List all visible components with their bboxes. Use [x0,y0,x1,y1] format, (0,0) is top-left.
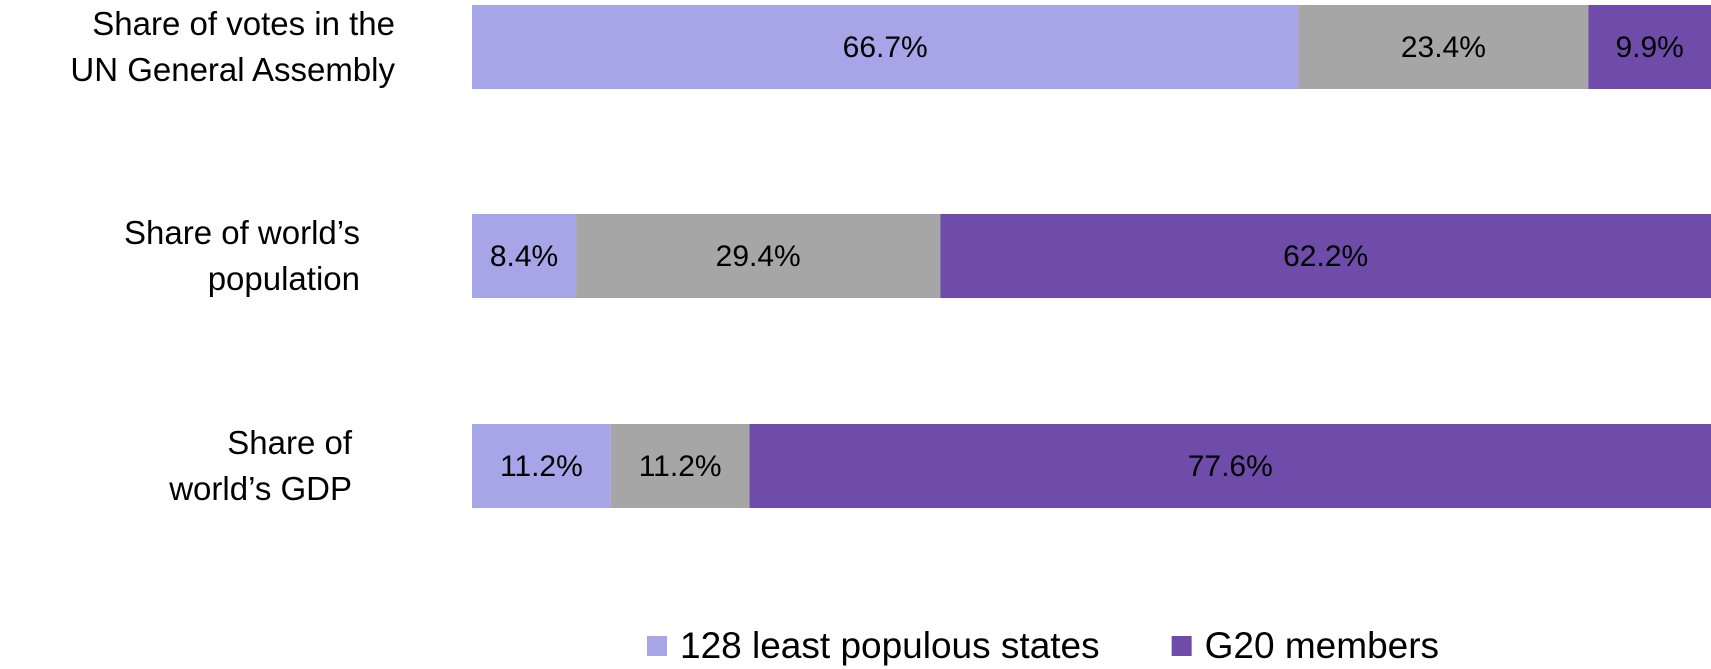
value-label: 11.2% [639,450,722,483]
value-label: 66.7% [843,31,928,64]
bar-segment [1298,5,1589,89]
legend-label: G20 members [1205,625,1439,666]
category-label: Share of world’s GDP [169,424,352,507]
bar-segment [940,214,1711,298]
bar-segment [472,214,577,298]
category-label: Share of votes in the UN General Assembl… [70,5,395,88]
category-label: Share of world’s population [123,214,360,297]
value-label: 8.4% [490,240,558,273]
bar-segment [472,424,611,508]
value-label: 62.2% [1283,240,1368,273]
bar-segment [749,424,1711,508]
legend-swatch [647,636,667,656]
value-label: 11.2% [500,450,583,483]
value-label: 23.4% [1401,31,1486,64]
bar-segment [1588,5,1711,89]
value-label: 29.4% [716,240,801,273]
legend-label: 128 least populous states [680,625,1100,666]
value-label: 9.9% [1615,31,1683,64]
bar-segment [472,5,1299,89]
legend-swatch [1171,636,1192,656]
bar-segment [576,214,941,298]
bar-segment [610,424,750,508]
value-label: 77.6% [1188,450,1273,483]
